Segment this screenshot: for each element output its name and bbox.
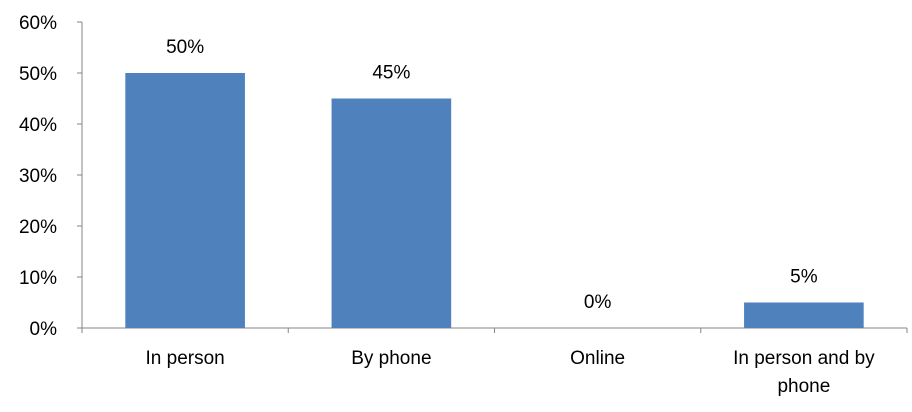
category-label-3: In person and by phone xyxy=(733,348,875,397)
bar-1 xyxy=(331,98,452,328)
category-labels: In person By phone Online In person and by p… xyxy=(146,348,876,397)
y-tick-label: 20% xyxy=(19,217,57,238)
y-tick-label: 0% xyxy=(30,319,58,340)
y-tick-label: 50% xyxy=(19,64,57,85)
y-tick-label: 60% xyxy=(19,13,57,34)
y-tick-label: 40% xyxy=(19,115,57,136)
y-tick-label: 30% xyxy=(19,166,57,187)
category-label-line: By phone xyxy=(351,348,431,369)
data-label-1: 45% xyxy=(372,63,410,84)
bars xyxy=(125,73,864,328)
x-axis xyxy=(81,327,908,333)
bar-3 xyxy=(744,302,864,328)
category-label-2: Online xyxy=(570,348,625,369)
bar-0 xyxy=(125,73,245,328)
data-label-3: 5% xyxy=(790,267,818,288)
category-label-line: In person and by xyxy=(733,348,875,369)
category-label-line: Online xyxy=(570,348,625,369)
data-labels: 50% 45% 0% 5% xyxy=(166,37,818,313)
category-label-0: In person xyxy=(146,348,225,369)
y-axis: 0% 10% 20% 30% 40% 50% 60% xyxy=(19,13,83,340)
category-label-line: phone xyxy=(777,376,830,397)
data-label-0: 50% xyxy=(166,37,204,58)
category-label-line: In person xyxy=(146,348,225,369)
data-label-2: 0% xyxy=(584,292,612,313)
y-tick-label: 10% xyxy=(19,268,57,289)
category-label-1: By phone xyxy=(351,348,431,369)
